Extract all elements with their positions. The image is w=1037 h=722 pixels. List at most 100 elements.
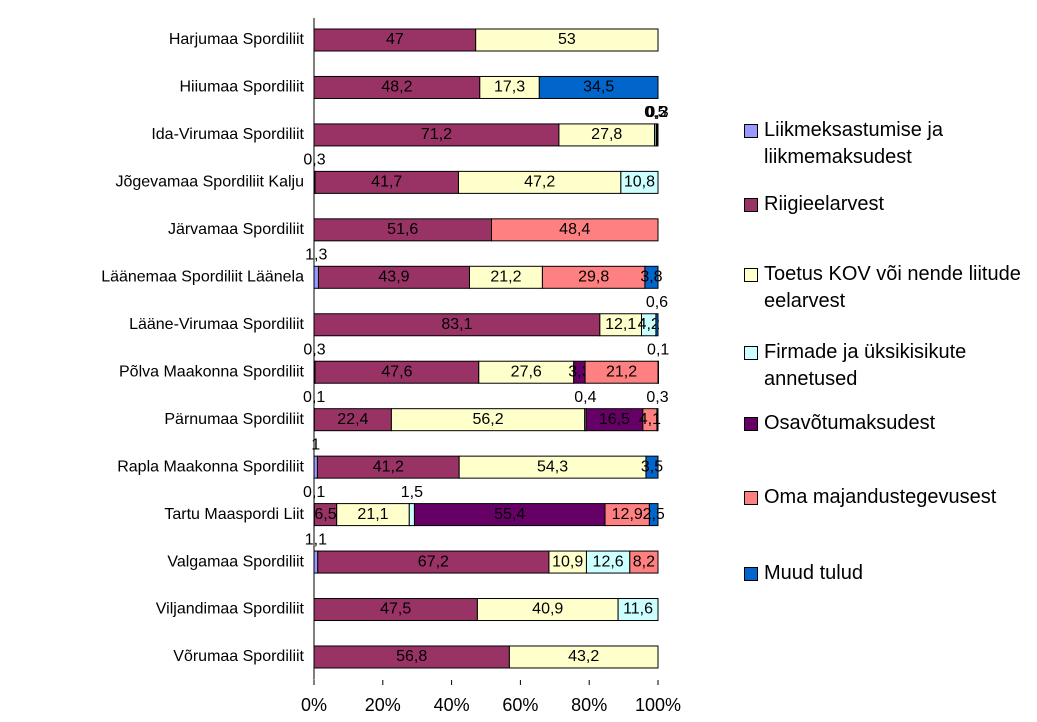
legend-label: Toetus KOV või nende liitude eelarvest bbox=[764, 263, 1021, 312]
x-tick-label: 20% bbox=[365, 695, 401, 715]
data-label: 3,8 bbox=[640, 269, 662, 286]
data-label: 21,1 bbox=[357, 506, 388, 523]
data-label: 8,2 bbox=[633, 553, 655, 570]
legend-label: Firmade ja üksikisikute annetused bbox=[764, 341, 967, 390]
data-label: 0,3 bbox=[646, 389, 668, 406]
legend-swatch bbox=[744, 198, 758, 212]
bar-segment bbox=[644, 265, 659, 289]
data-label: 0,3 bbox=[303, 152, 325, 169]
legend-swatch bbox=[744, 346, 758, 360]
legend-item: Oma majandustegevusest bbox=[740, 484, 1030, 511]
data-label: 40,9 bbox=[532, 601, 563, 618]
category-label: Järvamaa Spordiliit bbox=[168, 221, 305, 238]
data-label: 21,2 bbox=[606, 363, 637, 380]
category-label: Jõgevamaa Spordiliit Kalju bbox=[115, 174, 304, 191]
category-label: Läänemaa Spordiliit Läänela bbox=[101, 269, 304, 286]
legend-label: Liikmeksastumise ja liikmemaksudest bbox=[764, 119, 943, 168]
category-label: Hiiumaa Spordiliit bbox=[180, 79, 305, 96]
bar-segment bbox=[475, 28, 659, 52]
data-label: 41,2 bbox=[373, 458, 404, 475]
data-label: 1,3 bbox=[305, 247, 327, 264]
data-label: 0,6 bbox=[646, 294, 668, 311]
data-label: 55,4 bbox=[494, 506, 525, 523]
data-label: 4,1 bbox=[639, 411, 661, 428]
x-tick-label: 0% bbox=[301, 695, 327, 715]
data-label: 47,6 bbox=[381, 363, 412, 380]
category-label: Harjumaa Spordiliit bbox=[169, 31, 305, 48]
x-tick-label: 80% bbox=[571, 695, 607, 715]
category-label: Valgamaa Spordiliit bbox=[167, 553, 304, 570]
data-label: 51,6 bbox=[387, 221, 418, 238]
category-label: Lääne-Virumaa Spordiliit bbox=[129, 316, 304, 333]
bar-segment bbox=[629, 550, 659, 574]
bar-segment bbox=[313, 265, 319, 289]
bar-segment bbox=[648, 503, 659, 527]
data-label: 11,6 bbox=[623, 601, 653, 618]
data-label: 10,8 bbox=[624, 174, 655, 191]
data-label: 1 bbox=[311, 436, 320, 453]
data-label: 71,2 bbox=[421, 126, 452, 143]
legend-item: Liikmeksastumise ja liikmemaksudest bbox=[740, 117, 1030, 171]
data-label: 56,8 bbox=[396, 648, 427, 665]
bar-segment bbox=[491, 218, 659, 242]
data-label: 27,8 bbox=[591, 126, 622, 143]
data-label: 34,5 bbox=[583, 79, 614, 96]
bar-segment bbox=[508, 645, 659, 669]
legend-swatch bbox=[744, 417, 758, 431]
x-tick-label: 40% bbox=[434, 695, 470, 715]
data-label: 43,2 bbox=[568, 648, 599, 665]
data-label: 27,6 bbox=[511, 363, 542, 380]
data-label: 0,2 bbox=[645, 104, 667, 121]
bar-segment bbox=[645, 455, 659, 479]
data-label: 83,1 bbox=[441, 316, 472, 333]
legend-item: Muud tulud bbox=[740, 560, 1030, 587]
data-label: 48,4 bbox=[559, 221, 590, 238]
bar-segment bbox=[408, 503, 415, 527]
legend-item: Firmade ja üksikisikute annetused bbox=[740, 339, 1030, 393]
legend-label: Muud tulud bbox=[764, 562, 863, 584]
x-tick-label: 100% bbox=[635, 695, 681, 715]
bar-segment bbox=[620, 170, 659, 194]
category-label: Rapla Maakonna Spordiliit bbox=[117, 458, 304, 475]
data-label: 41,7 bbox=[371, 174, 402, 191]
data-label: 67,2 bbox=[418, 553, 449, 570]
data-label: 47,2 bbox=[524, 174, 555, 191]
data-label: 0,4 bbox=[574, 389, 596, 406]
data-label: 22,4 bbox=[337, 411, 368, 428]
data-label: 16,5 bbox=[599, 411, 630, 428]
bar-segment bbox=[657, 360, 659, 384]
data-label: 21,2 bbox=[490, 269, 521, 286]
category-label: Tartu Maaspordi Liit bbox=[164, 506, 304, 523]
data-label: 12,6 bbox=[593, 553, 624, 570]
bar-segment bbox=[656, 408, 659, 432]
bar-segment bbox=[538, 75, 659, 99]
bar-segment bbox=[656, 123, 659, 147]
bar-segment bbox=[655, 313, 659, 337]
data-label: 17,3 bbox=[494, 79, 525, 96]
legend-swatch bbox=[744, 491, 758, 505]
data-label: 48,2 bbox=[381, 79, 412, 96]
data-label: 3,5 bbox=[641, 458, 663, 475]
data-label: 10,9 bbox=[552, 553, 583, 570]
category-label: Ida-Virumaa Spordiliit bbox=[151, 126, 304, 143]
data-label: 12,1 bbox=[605, 316, 636, 333]
data-label: 4,2 bbox=[638, 316, 660, 333]
data-label: 12,9 bbox=[612, 506, 643, 523]
legend-label: Osavõtumaksudest bbox=[764, 412, 936, 434]
legend-item: Riigieelarvest bbox=[740, 191, 1030, 218]
data-label: 56,2 bbox=[472, 411, 503, 428]
category-label: Pärnumaa Spordiliit bbox=[164, 411, 304, 428]
bar-segment bbox=[617, 598, 659, 622]
data-label: 29,8 bbox=[578, 269, 609, 286]
bar-segment bbox=[313, 550, 319, 574]
x-tick-label: 60% bbox=[502, 695, 538, 715]
category-label: Võrumaa Spordiliit bbox=[173, 648, 304, 665]
data-label: 1,5 bbox=[401, 484, 423, 501]
data-label: 47,5 bbox=[380, 601, 411, 618]
data-label: 0,1 bbox=[647, 341, 669, 358]
legend-swatch bbox=[744, 567, 758, 581]
category-label: Põlva Maakonna Spordiliit bbox=[119, 363, 305, 380]
legend-label: Riigieelarvest bbox=[764, 193, 885, 215]
data-label: 53 bbox=[558, 31, 576, 48]
